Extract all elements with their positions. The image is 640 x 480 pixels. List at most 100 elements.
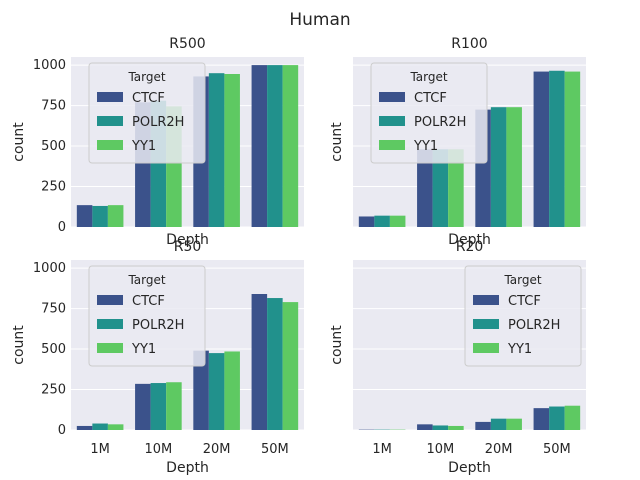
legend-label-polr2h: POLR2H: [132, 318, 184, 333]
legend-swatch-polr2h: [97, 116, 123, 126]
legend-label-yy1: YY1: [413, 139, 438, 154]
bar-polr2h-1m: [92, 205, 108, 227]
legend-title: Target: [127, 273, 165, 287]
legend-swatch-ctcf: [473, 295, 499, 305]
y-axis-label: count: [11, 122, 27, 162]
bar-yy1-50m: [564, 71, 581, 227]
bar-ctcf-50m: [251, 65, 268, 227]
bar-ctcf-50m: [251, 294, 268, 430]
legend-swatch-polr2h: [379, 116, 405, 126]
bar-polr2h-10m: [432, 425, 449, 430]
legend-swatch-yy1: [473, 343, 499, 353]
legend-title: Target: [127, 70, 165, 84]
y-tick-label: 500: [41, 342, 66, 357]
y-tick-label: 500: [41, 139, 66, 154]
legend: Target CTCF POLR2H YY1: [88, 62, 206, 164]
x-tick-label: 1M: [90, 442, 110, 457]
legend-label-ctcf: CTCF: [132, 294, 165, 309]
x-axis-label: Depth: [166, 232, 209, 248]
subplot-r100: count Depth R100 Target CTCF POLR2H YY1: [329, 36, 586, 248]
y-tick-label: 0: [58, 423, 66, 438]
bar-yy1-10m: [166, 382, 182, 430]
bar-ctcf-1m: [76, 205, 93, 227]
subplot-title: R50: [174, 239, 202, 255]
bar-yy1-20m: [506, 107, 522, 227]
legend-swatch-polr2h: [97, 319, 123, 329]
legend-box: [370, 62, 488, 164]
legend-label-ctcf: CTCF: [132, 91, 165, 106]
bar-polr2h-1m: [374, 215, 390, 227]
bar-yy1-50m: [282, 65, 299, 227]
bar-polr2h-10m: [150, 383, 167, 430]
bar-ctcf-1m: [76, 425, 93, 430]
bar-yy1-20m: [224, 351, 240, 430]
subplots: 02505007501000countDepthR500TargetCTCFPO…: [11, 36, 586, 476]
legend-box: [88, 265, 206, 367]
legend: Target CTCF POLR2H YY1: [370, 62, 488, 164]
legend-swatch-ctcf: [97, 92, 123, 102]
bar-ctcf-1m: [358, 216, 375, 227]
x-tick-label: 50M: [261, 442, 289, 457]
legend: Target CTCF POLR2H YY1: [464, 265, 582, 367]
bar-yy1-10m: [448, 425, 464, 430]
bar-yy1-50m: [564, 405, 581, 430]
legend-swatch-yy1: [97, 140, 123, 150]
bar-polr2h-20m: [208, 73, 225, 227]
bar-polr2h-50m: [549, 406, 565, 430]
subplot-r500: 0 250 500 750 1000 count Depth R500 Target CTCF PO…: [11, 36, 304, 248]
y-tick-label: 1000: [33, 261, 66, 276]
bar-polr2h-1m: [92, 423, 108, 430]
legend-swatch-polr2h: [473, 319, 499, 329]
legend-swatch-yy1: [379, 140, 405, 150]
bar-ctcf-20m: [193, 350, 209, 430]
bar-ctcf-50m: [533, 71, 550, 227]
x-tick-label: 20M: [485, 442, 513, 457]
legend-swatch-ctcf: [97, 295, 123, 305]
bar-yy1-50m: [282, 302, 299, 430]
x-axis-label: Depth: [166, 460, 209, 476]
legend-swatch-ctcf: [379, 92, 405, 102]
bar-yy1-1m: [107, 424, 124, 430]
bar-ctcf-10m: [417, 149, 433, 227]
x-axis-label: Depth: [448, 460, 491, 476]
figure-title: Human: [289, 10, 350, 30]
legend-label-polr2h: POLR2H: [414, 115, 466, 130]
y-axis-label: count: [11, 325, 27, 365]
y-axis-label: count: [329, 325, 345, 365]
x-tick-label: 1M: [372, 442, 392, 457]
bar-yy1-1m: [389, 215, 406, 227]
legend-box: [88, 62, 206, 164]
legend-label-ctcf: CTCF: [508, 294, 541, 309]
bar-yy1-1m: [107, 205, 124, 227]
bar-polr2h-20m: [490, 107, 507, 227]
legend-label-ctcf: CTCF: [414, 91, 447, 106]
y-tick-label: 0: [58, 220, 66, 235]
x-axis-label: Depth: [448, 232, 491, 248]
subplot-title: R500: [169, 36, 205, 52]
bar-polr2h-20m: [490, 418, 507, 430]
bar-polr2h-50m: [267, 65, 283, 227]
subplot-title: R20: [456, 239, 484, 255]
bar-yy1-20m: [506, 418, 522, 430]
y-tick-label: 750: [41, 302, 66, 317]
legend-box: [464, 265, 582, 367]
legend-label-polr2h: POLR2H: [508, 318, 560, 333]
bar-polr2h-10m: [432, 149, 449, 227]
bar-ctcf-10m: [135, 383, 151, 430]
x-tick-label: 50M: [543, 442, 571, 457]
bar-yy1-20m: [224, 74, 240, 227]
x-tick-label: 10M: [144, 442, 172, 457]
y-tick-label: 250: [41, 180, 66, 195]
x-tick-label: 10M: [426, 442, 454, 457]
bar-polr2h-20m: [208, 353, 225, 430]
legend: Target CTCF POLR2H YY1: [88, 265, 206, 367]
legend-swatch-yy1: [97, 343, 123, 353]
y-tick-label: 750: [41, 99, 66, 114]
subplot-r20: count 1M 10M 20M 50M Depth R20 Target CTCF POLR2H…: [329, 239, 586, 476]
legend-title: Target: [409, 70, 447, 84]
y-tick-label: 250: [41, 383, 66, 398]
subplot-r50: 0 250 500 750 1000 count 1M 10M 20M 50M Depth R50 Ta…: [11, 239, 304, 476]
bar-ctcf-20m: [475, 421, 491, 430]
legend-title: Target: [503, 273, 541, 287]
